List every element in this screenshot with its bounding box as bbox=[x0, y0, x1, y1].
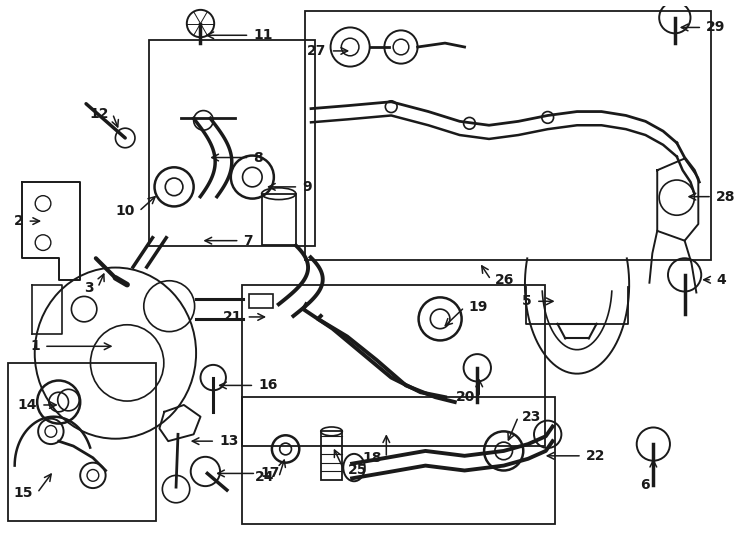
Text: 20: 20 bbox=[456, 390, 476, 404]
Text: 4: 4 bbox=[716, 273, 726, 287]
Text: 28: 28 bbox=[716, 190, 734, 204]
Text: 29: 29 bbox=[706, 21, 725, 35]
Text: 25: 25 bbox=[348, 463, 368, 477]
Text: 8: 8 bbox=[253, 151, 263, 165]
Text: 13: 13 bbox=[219, 434, 239, 448]
Text: 19: 19 bbox=[468, 300, 488, 314]
Text: 11: 11 bbox=[253, 28, 273, 42]
Text: 9: 9 bbox=[302, 180, 312, 194]
Text: 2: 2 bbox=[14, 214, 23, 228]
Text: 10: 10 bbox=[115, 204, 135, 218]
Text: 15: 15 bbox=[14, 486, 33, 500]
Text: 27: 27 bbox=[308, 44, 327, 58]
Bar bbox=[149, 40, 315, 246]
Bar bbox=[241, 397, 555, 524]
Text: 18: 18 bbox=[363, 451, 382, 465]
Text: 6: 6 bbox=[640, 478, 650, 492]
Text: 14: 14 bbox=[18, 398, 37, 412]
Text: 24: 24 bbox=[255, 470, 275, 484]
Text: 12: 12 bbox=[89, 106, 109, 120]
Text: 22: 22 bbox=[586, 449, 606, 463]
Bar bbox=[305, 11, 711, 260]
Text: 26: 26 bbox=[495, 273, 515, 287]
Bar bbox=[241, 285, 545, 446]
Text: 21: 21 bbox=[223, 310, 242, 324]
Bar bbox=[321, 431, 342, 480]
Text: 5: 5 bbox=[523, 294, 532, 308]
Text: 3: 3 bbox=[84, 281, 94, 295]
Text: 23: 23 bbox=[523, 410, 542, 424]
Bar bbox=[262, 194, 297, 245]
Bar bbox=[250, 294, 273, 308]
Bar bbox=[8, 363, 156, 521]
Text: 7: 7 bbox=[244, 234, 253, 248]
Text: 1: 1 bbox=[30, 339, 40, 353]
Text: 16: 16 bbox=[258, 379, 277, 393]
Text: 17: 17 bbox=[260, 467, 280, 481]
